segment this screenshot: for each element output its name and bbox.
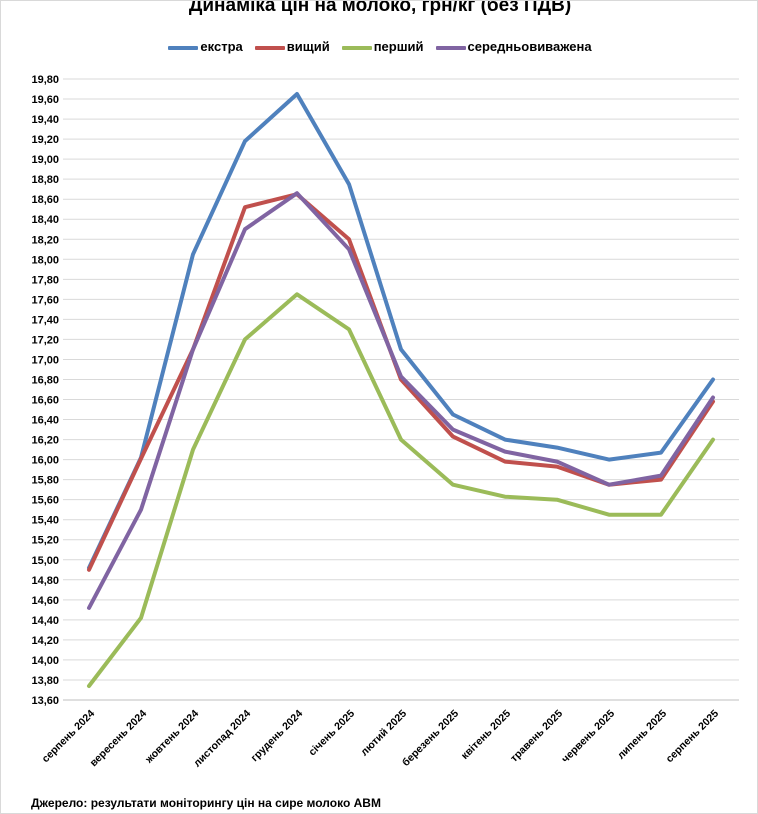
y-tick-label: 17,20 xyxy=(31,334,59,346)
series-1 xyxy=(87,92,715,570)
legend-label: перший xyxy=(373,39,424,54)
x-tick-label: червень 2025 xyxy=(559,708,617,766)
y-tick-label: 18,40 xyxy=(31,214,59,226)
legend-item: середньовиважена xyxy=(435,39,592,54)
y-tick-label: 14,80 xyxy=(31,575,59,587)
legend-label: вищий xyxy=(286,39,330,54)
x-tick-label: вересень 2024 xyxy=(88,708,150,770)
y-tick-label: 19,00 xyxy=(31,154,59,166)
y-tick-label: 19,80 xyxy=(31,74,59,86)
y-tick-label: 15,60 xyxy=(31,495,59,507)
x-tick-label: грудень 2024 xyxy=(249,708,306,765)
y-tick-label: 17,80 xyxy=(31,274,59,286)
y-tick-label: 17,40 xyxy=(31,314,59,326)
y-tick-label: 15,20 xyxy=(31,535,59,547)
x-tick-label: лютий 2025 xyxy=(358,708,409,759)
legend-label: середньовиважена xyxy=(467,39,592,54)
x-tick-label: березень 2025 xyxy=(400,708,461,769)
y-tick-label: 16,40 xyxy=(31,415,59,427)
legend-item: екстра xyxy=(168,39,243,54)
y-tick-label: 16,00 xyxy=(31,455,59,467)
legend-swatch xyxy=(341,45,372,50)
y-tick-label: 18,20 xyxy=(31,234,59,246)
y-tick-label: 14,00 xyxy=(31,655,59,667)
x-tick-label: липень 2025 xyxy=(615,708,669,762)
series-3 xyxy=(87,292,715,688)
legend-item: вищий xyxy=(254,39,330,54)
series-line xyxy=(87,92,715,570)
y-tick-label: 13,80 xyxy=(31,675,59,687)
series-4 xyxy=(87,191,715,610)
x-tick-label: січень 2025 xyxy=(306,708,357,759)
y-tick-label: 18,80 xyxy=(31,174,59,186)
legend-swatch xyxy=(254,45,285,50)
y-tick-label: 16,20 xyxy=(31,435,59,447)
y-tick-label: 14,60 xyxy=(31,595,59,607)
y-tick-label: 18,60 xyxy=(31,194,59,206)
series-line xyxy=(87,292,715,688)
y-tick-label: 17,00 xyxy=(31,354,59,366)
y-tick-label: 17,60 xyxy=(31,294,59,306)
y-tick-label: 16,80 xyxy=(31,374,59,386)
legend-item: перший xyxy=(341,39,424,54)
y-tick-label: 15,80 xyxy=(31,475,59,487)
y-tick-label: 14,40 xyxy=(31,615,59,627)
chart-legend: екстра вищий перший середньовиважена xyxy=(1,39,757,54)
y-tick-label: 15,00 xyxy=(31,555,59,567)
y-tick-label: 19,60 xyxy=(31,94,59,106)
series-line xyxy=(87,191,715,610)
x-tick-label: жовтень 2024 xyxy=(142,708,201,767)
source-note: Джерело: результати моніторингу цін на с… xyxy=(31,796,381,810)
y-tick-label: 19,40 xyxy=(31,114,59,126)
y-tick-label: 18,00 xyxy=(31,254,59,266)
legend-swatch xyxy=(168,45,199,50)
legend-label: екстра xyxy=(200,39,243,54)
legend-swatch xyxy=(435,45,466,50)
y-tick-label: 15,40 xyxy=(31,515,59,527)
x-tick-label: листопад 2024 xyxy=(191,708,253,770)
y-tick-label: 14,20 xyxy=(31,635,59,647)
line-chart: 13,60 13,80 14,00 14,20 14,40 14,60 14,80 15,00… xyxy=(31,74,739,770)
x-tick-label: серпень 2024 xyxy=(40,708,98,766)
y-tick-label: 13,60 xyxy=(31,695,59,707)
chart-title: Динаміка цін на молоко, грн/кг (без ПДВ) xyxy=(188,0,572,16)
x-tick-label: серпень 2025 xyxy=(664,708,722,766)
x-tick-label: травень 2025 xyxy=(508,708,565,765)
y-tick-label: 19,20 xyxy=(31,134,59,146)
y-tick-label: 16,60 xyxy=(31,395,59,407)
x-tick-label: квітень 2025 xyxy=(459,708,513,762)
